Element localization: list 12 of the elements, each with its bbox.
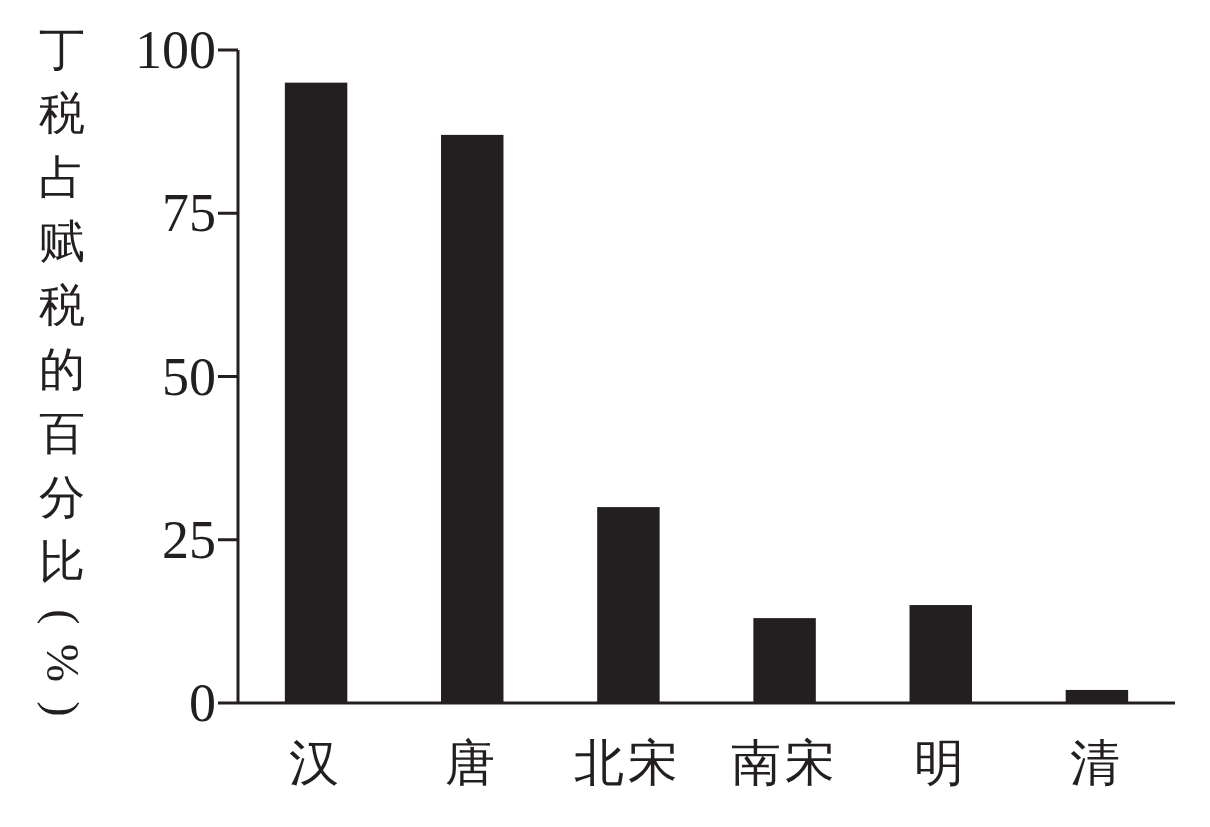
y-tick-label: 25 <box>162 509 216 570</box>
x-tick-label: 唐 <box>445 735 500 791</box>
y-tick-label: 50 <box>162 346 216 407</box>
x-tick-label: 清 <box>1069 735 1124 791</box>
y-tick-label: 0 <box>189 673 216 733</box>
x-tick-label: 汉 <box>289 735 344 791</box>
y-axis-title: 丁税占赋税的百分比(%) <box>37 24 88 717</box>
x-tick-label: 北宋 <box>574 735 683 791</box>
y-tick-label: 75 <box>162 183 216 244</box>
x-tick-label: 南宋 <box>730 735 839 791</box>
x-tick-label: 明 <box>913 735 968 791</box>
y-tick-label: 100 <box>135 20 216 80</box>
